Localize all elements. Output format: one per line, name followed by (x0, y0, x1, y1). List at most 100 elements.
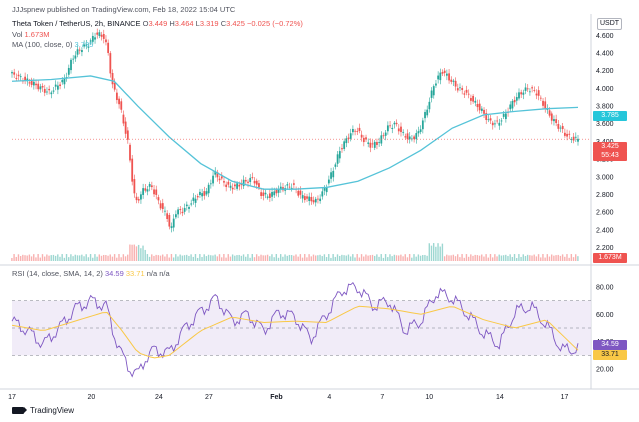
candle-body (480, 108, 483, 111)
volume-bar (231, 254, 234, 261)
volume-bar (314, 255, 317, 261)
volume-bar (312, 254, 315, 261)
candle-body (161, 203, 164, 210)
candle-body (46, 91, 48, 93)
candle-body (260, 192, 263, 196)
candle-body (448, 73, 450, 81)
volume-bar (494, 254, 496, 261)
candle-body (146, 189, 149, 192)
volume-bar (531, 255, 533, 261)
volume-bar (107, 255, 109, 261)
candle-body (279, 186, 282, 190)
volume-bar (338, 255, 341, 261)
candle-body (371, 143, 374, 145)
price-axis-label: 2.800 (596, 192, 614, 199)
candle-body (454, 80, 457, 87)
candle-body (159, 203, 162, 209)
candle-body (424, 112, 426, 119)
volume-bar (30, 256, 33, 261)
volume-bar (408, 254, 411, 261)
candle-body (107, 42, 110, 53)
volume-bar (133, 244, 135, 261)
candle-body (268, 193, 271, 198)
rsi-axis-label: 80.00 (596, 284, 614, 291)
candle-body (518, 92, 520, 99)
candle-body (131, 158, 134, 182)
time-axis-label: Feb (270, 394, 282, 401)
volume-bar (234, 255, 236, 261)
volume-bar (151, 254, 153, 261)
volume-bar (529, 255, 531, 261)
volume-bar (419, 255, 422, 261)
volume-bar (70, 254, 72, 261)
volume-bar (557, 254, 559, 261)
ma-line (11, 75, 579, 190)
candle-body (539, 97, 542, 99)
candle-body (494, 123, 496, 125)
volume-tag: 1.673M (593, 253, 627, 263)
candle-body (288, 186, 291, 188)
candle-body (111, 73, 114, 85)
tradingview-logo[interactable]: TradingView (12, 406, 74, 415)
candle-body (236, 183, 238, 189)
volume-bar (129, 244, 131, 261)
volume-bar (472, 255, 474, 261)
candle-body (247, 181, 249, 183)
low-label: L (195, 19, 200, 28)
candle-body (369, 142, 372, 148)
candle-body (102, 34, 105, 39)
candle-body (120, 101, 123, 110)
candle-body (373, 141, 376, 148)
candle-body (201, 193, 204, 197)
volume-bar (59, 256, 61, 261)
candle-body (242, 179, 245, 187)
volume-bar (389, 254, 391, 261)
high-value: 3.464 (174, 19, 194, 28)
volume-bar (376, 254, 378, 261)
candle-body (11, 72, 13, 74)
price-axis-label: 3.800 (596, 104, 614, 111)
candle-body (415, 133, 418, 140)
volume-bar (306, 257, 308, 261)
volume-bar (373, 255, 376, 261)
volume-bar (15, 256, 17, 261)
volume-bar (457, 254, 459, 261)
volume-bar (559, 255, 562, 261)
volume-bar (498, 254, 500, 261)
volume-bar (24, 255, 26, 261)
volume-bar (216, 256, 219, 261)
volume-bar (369, 255, 371, 261)
volume-bar (577, 256, 579, 261)
time-axis-label: 4 (327, 394, 331, 401)
time-axis-label: 20 (87, 394, 95, 401)
volume-bar (334, 256, 337, 261)
volume-bar (57, 254, 59, 261)
volume-bar (26, 255, 28, 261)
candle-body (126, 130, 129, 140)
candle-body (533, 90, 536, 91)
volume-bar (310, 256, 312, 261)
volume-bar (435, 246, 437, 261)
candle-body (70, 59, 72, 71)
volume-bar (317, 255, 319, 261)
volume-bar (127, 254, 129, 261)
volume-bar (19, 256, 22, 261)
currency-badge[interactable]: USDT (597, 18, 623, 30)
volume-bar (105, 255, 107, 261)
time-axis-label: 27 (205, 394, 213, 401)
volume-bar (61, 254, 63, 261)
volume-bar (301, 257, 304, 261)
volume-bar (439, 246, 441, 261)
candle-body (137, 199, 140, 201)
candle-body (574, 136, 577, 138)
candle-body (65, 77, 68, 78)
volume-bar (437, 243, 439, 261)
candle-body (570, 139, 573, 140)
volume-bar (398, 255, 400, 261)
volume-bar (489, 254, 492, 261)
volume-bar (336, 254, 339, 261)
candle-body (113, 82, 116, 90)
candle-body (144, 188, 147, 191)
volume-bar (175, 254, 177, 261)
candle-body (402, 131, 405, 133)
